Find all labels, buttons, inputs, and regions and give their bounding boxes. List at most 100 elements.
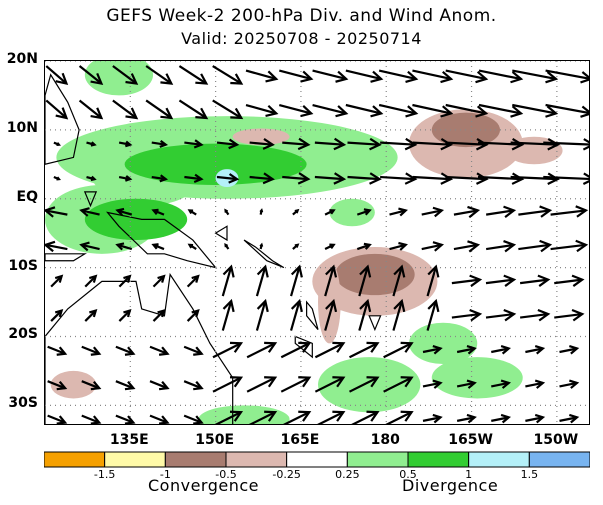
wind-vector (358, 264, 372, 297)
wind-vector (545, 103, 589, 118)
wind-vector (118, 140, 133, 148)
wind-vector (312, 103, 349, 118)
wind-vector (184, 173, 204, 183)
wind-vector (445, 69, 489, 84)
colorbar-segment (104, 451, 166, 468)
wind-vector (550, 205, 589, 218)
wind-vector (186, 274, 200, 288)
wind-vector (246, 341, 278, 359)
divergence-shading (45, 61, 563, 424)
wind-vector (324, 209, 336, 216)
wind-vector (445, 172, 489, 185)
wind-vector (81, 414, 102, 424)
wind-vector (347, 172, 382, 185)
land-outline (45, 272, 234, 424)
wind-vector (392, 264, 406, 297)
land-outline (368, 315, 382, 332)
map-canvas (45, 61, 589, 424)
wind-vector (383, 376, 414, 393)
wind-vector (312, 69, 349, 83)
colorbar-segment (528, 451, 590, 468)
wind-vector (152, 308, 166, 322)
wind-vector (183, 414, 204, 424)
wind-vector (314, 172, 347, 185)
wind-vector (214, 410, 244, 424)
wind-vector (389, 241, 408, 251)
wind-vector (412, 137, 454, 151)
wind-vector (279, 69, 314, 83)
colorbar-segment (407, 451, 470, 468)
valid-dates: Valid: 20250708 - 20250714 (181, 29, 422, 48)
wind-vector (255, 298, 269, 331)
wind-vector (314, 376, 346, 393)
wind-vector (118, 274, 132, 288)
wind-vector (451, 274, 483, 287)
wind-vector (50, 308, 64, 322)
anomaly-patch (335, 253, 415, 296)
wind-vector (559, 345, 580, 355)
lat-label: 20S (8, 326, 38, 343)
wind-vector (292, 243, 300, 250)
wind-vector (485, 240, 517, 253)
wind-vector (518, 205, 553, 218)
anomaly-patch (409, 322, 478, 365)
wind-vector (451, 309, 483, 322)
wind-vector (47, 380, 68, 391)
wind-vector (115, 242, 133, 251)
wind-vector (151, 208, 165, 216)
colorbar-segment (225, 451, 288, 468)
anomaly-patch (84, 61, 154, 96)
wind-vector (283, 410, 312, 424)
wind-vector (412, 103, 454, 118)
wind-vector (118, 308, 132, 322)
wind-vector (221, 298, 235, 331)
wind-vector (216, 173, 240, 184)
wind-vector (385, 410, 414, 424)
wind-vector (246, 376, 278, 393)
wind-vector (78, 65, 104, 85)
wind-vector (224, 208, 230, 216)
colorbar-segment (468, 451, 530, 468)
anomaly-patch (198, 405, 290, 424)
wind-vector (249, 172, 275, 185)
wind-vector (79, 241, 100, 252)
wind-vector (224, 242, 230, 250)
wind-vector (145, 99, 174, 120)
lat-label: 10N (6, 119, 38, 136)
wind-vector (351, 410, 380, 424)
lon-label: 150E (195, 432, 235, 448)
colorbar-tick-label: 0.25 (335, 468, 360, 481)
wind-vector (422, 345, 443, 355)
wind-vector (426, 264, 440, 297)
wind-vector (84, 274, 98, 288)
wind-vector (145, 65, 174, 85)
wind-vector (151, 243, 165, 251)
wind-vector (510, 172, 560, 185)
wind-vector (151, 139, 169, 148)
wind-vector (78, 99, 104, 120)
wind-vector (280, 341, 312, 359)
map-title: GEFS Week-2 200-hPa Div. and Wind Anom. (106, 6, 497, 26)
wind-anomaly-vectors (45, 65, 589, 424)
lat-label: 20N (6, 51, 38, 67)
wind-vector (485, 309, 517, 322)
colorbar-tick-label: -1.5 (93, 468, 116, 481)
wind-vector (519, 274, 551, 287)
wind-vector (485, 274, 517, 287)
wind-vector (292, 208, 300, 216)
wind-vector (491, 379, 511, 389)
wind-vector (349, 376, 380, 393)
wind-vector (485, 205, 517, 218)
lon-label: 150W (533, 432, 579, 448)
lon-label: 165E (280, 432, 320, 448)
wind-vector (282, 137, 311, 151)
wind-vector (324, 298, 338, 331)
divergence-label: Divergence (402, 476, 499, 495)
wind-vector (115, 414, 136, 424)
gridlines (45, 61, 589, 424)
wind-vector (356, 208, 372, 216)
wind-vector (518, 239, 553, 253)
wind-vector (115, 380, 136, 391)
anomaly-patch (318, 260, 341, 344)
wind-vector (314, 341, 346, 359)
